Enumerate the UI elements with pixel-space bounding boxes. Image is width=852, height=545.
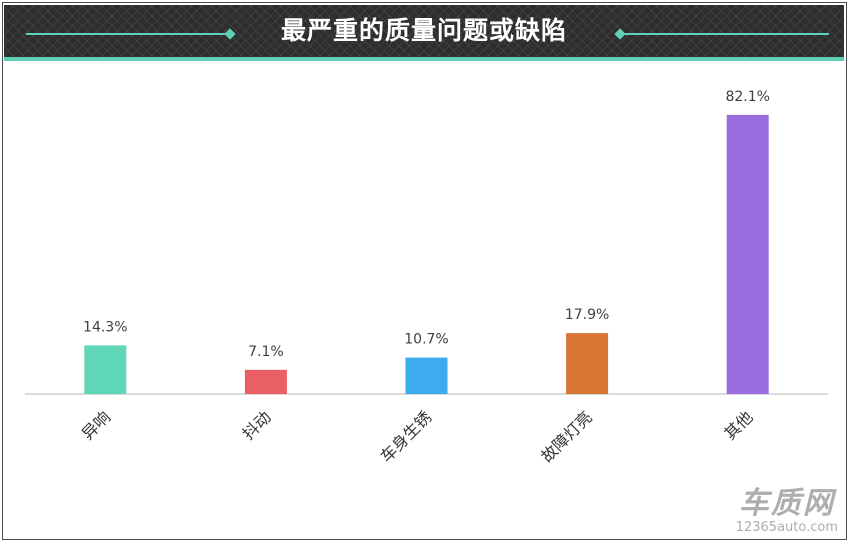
category-label-5: 其他 (720, 407, 756, 443)
bar-3 (405, 357, 448, 394)
header-left-line (26, 33, 231, 35)
bar-1 (84, 345, 127, 394)
header-right-line (624, 33, 829, 35)
category-label-1: 异响 (78, 407, 114, 443)
category-label-3: 车身生锈 (377, 407, 436, 466)
chart-frame (2, 2, 847, 540)
value-label-3: 10.7% (404, 332, 448, 348)
watermark-sub: 12365auto.com (735, 520, 838, 535)
watermark-main: 车质网 (738, 486, 835, 521)
bar-2 (244, 369, 287, 394)
chart-title: 最严重的质量问题或缺陷 (280, 16, 567, 45)
category-label-4: 故障灯亮 (537, 407, 596, 466)
value-label-4: 17.9% (565, 307, 609, 323)
header-accent-bar (4, 57, 844, 61)
bar-5 (726, 114, 769, 395)
value-label-5: 82.1% (725, 89, 769, 105)
value-label-2: 7.1% (248, 344, 284, 360)
category-label-2: 抖动 (239, 407, 275, 443)
value-label-1: 14.3% (83, 319, 127, 335)
bar-4 (566, 333, 609, 394)
watermark-logo: 车质网 12365auto.com (736, 478, 838, 535)
chart-header: 最严重的质量问题或缺陷 (4, 5, 844, 57)
